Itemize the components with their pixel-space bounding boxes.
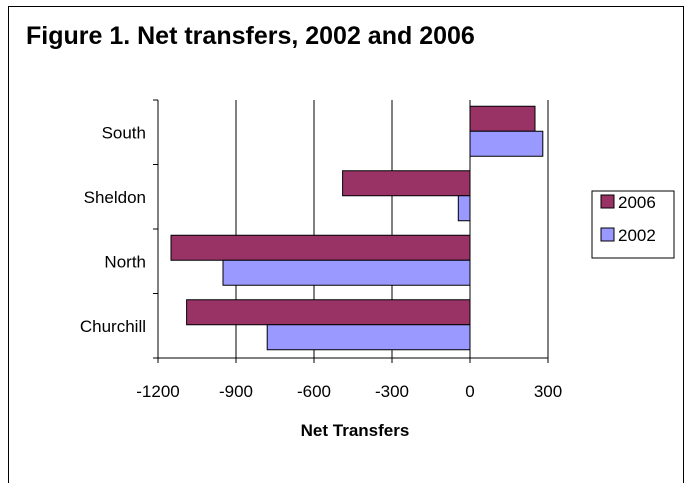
x-tick-label-4: 0 [465,382,474,401]
x-tick-label-5: 300 [534,382,562,401]
legend-swatch-2006 [600,194,615,209]
legend-label-2002: 2002 [618,226,656,245]
bar-north-2002 [222,259,471,286]
bar-south-2006 [469,105,536,132]
axes [153,99,549,363]
category-label-north: North [104,252,146,271]
x-axis-title: Net Transfers [301,421,410,440]
legend-label-2006: 2006 [618,193,656,212]
tick-labels: South Sheldon North Churchill -1200 -900 -600 -… [80,123,562,401]
legend-swatch-2002 [600,227,615,242]
bar-sheldon-2002 [457,195,471,222]
x-tick-label-2: -600 [297,382,331,401]
bar-sheldon-2006 [342,170,471,197]
category-label-sheldon: Sheldon [84,188,146,207]
x-tick-label-3: -300 [375,382,409,401]
bar-churchill-2006 [186,299,471,326]
bar-south-2002 [469,130,544,157]
chart-title: Figure 1. Net transfers, 2002 and 2006 [26,22,475,50]
legend: 2006 2002 [591,190,675,259]
bar-north-2006 [170,234,471,261]
bars [170,105,544,351]
bar-churchill-2002 [266,324,471,351]
x-tick-label-1: -900 [219,382,253,401]
category-label-churchill: Churchill [80,317,146,336]
x-tick-label-0: -1200 [136,382,179,401]
category-label-south: South [102,123,146,142]
